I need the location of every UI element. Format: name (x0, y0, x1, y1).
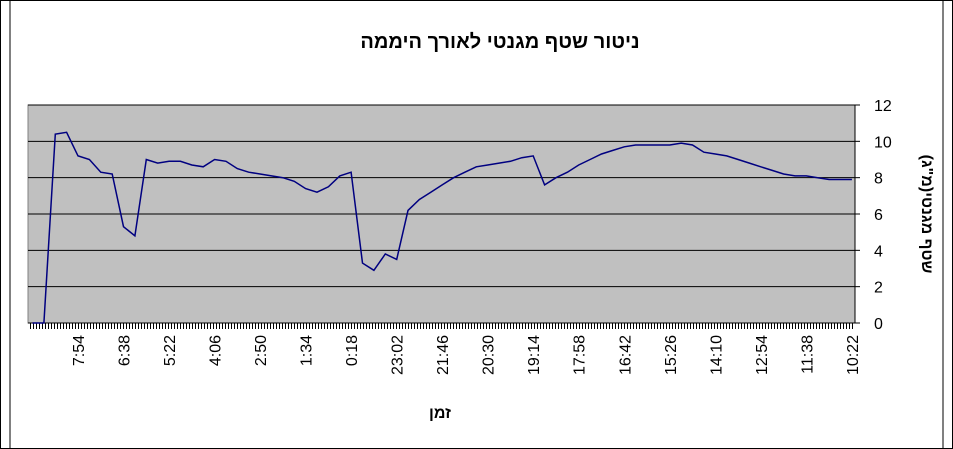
x-tick-label: 4:06 (208, 335, 225, 366)
x-axis-ticks (28, 323, 855, 329)
x-tick-label: 0:18 (344, 335, 361, 366)
x-tick-label: 5:22 (162, 335, 179, 366)
x-tick-label: 20:30 (481, 335, 498, 375)
chart-title: ניטור שטף מגנטי לאורך היממה (360, 31, 639, 53)
x-tick-label: 12:54 (754, 335, 771, 375)
y-tick-label: 10 (874, 134, 892, 151)
y-tick-label: 8 (874, 171, 883, 188)
y-tick-label: 12 (874, 98, 892, 115)
x-tick-label: 19:14 (526, 335, 543, 375)
x-tick-label: 7:54 (71, 335, 88, 366)
y-axis-label: שטף מגנטי(מ"ג) (918, 155, 935, 274)
x-tick-label: 15:26 (663, 335, 680, 375)
x-tick-label: 1:34 (299, 335, 316, 366)
x-tick-label: 14:10 (708, 335, 725, 375)
y-tick-label: 6 (874, 207, 883, 224)
y-tick-label: 0 (874, 316, 883, 333)
data-line (32, 131, 852, 324)
x-tick-label: 11:38 (799, 335, 816, 374)
y-tick-label: 4 (874, 243, 883, 260)
x-tick-label: 17:58 (572, 335, 589, 375)
lines (32, 131, 852, 324)
labels: 0 2 4 6 8 10 12 7:54 6:38 5:22 4:06 2:50 1:34 0:18 23:… (71, 98, 892, 375)
x-tick-label: 16:42 (617, 335, 634, 375)
x-axis-label: זמן (429, 405, 451, 422)
x-tick-label: 21:46 (435, 335, 452, 375)
y-tick-label: 2 (874, 280, 883, 297)
x-tick-label: 6:38 (117, 335, 134, 366)
chart-border (9, 0, 944, 449)
x-tick-label: 2:50 (253, 335, 270, 366)
x-tick-label: 23:02 (390, 335, 407, 375)
x-tick-label: 10:22 (845, 335, 862, 375)
